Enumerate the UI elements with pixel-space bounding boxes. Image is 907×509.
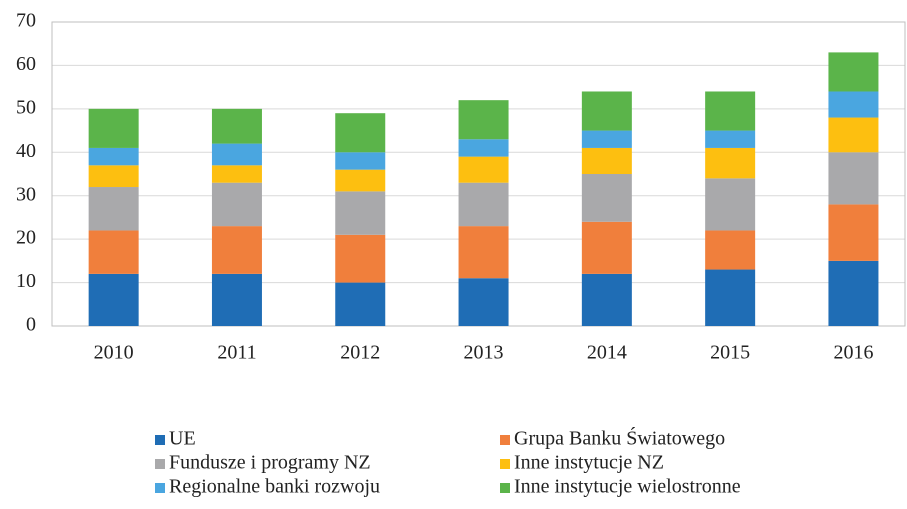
bar-segment <box>88 165 139 188</box>
bar-segment <box>335 152 386 170</box>
legend-swatch <box>155 459 165 469</box>
bar-segment <box>458 100 509 140</box>
y-tick-label: 40 <box>16 140 36 162</box>
bar-segment <box>705 269 756 326</box>
y-tick-label: 50 <box>16 96 36 118</box>
bar-segment <box>458 139 509 157</box>
bar-segment <box>705 230 756 270</box>
bar-segment <box>211 273 262 326</box>
y-tick-label: 0 <box>26 314 36 336</box>
legend-swatch <box>500 483 510 493</box>
bar-segment <box>828 91 879 118</box>
x-tick-label: 2012 <box>340 342 380 364</box>
legend-swatch <box>500 435 510 445</box>
bar-segment <box>211 143 262 166</box>
x-tick-label: 2014 <box>587 342 627 364</box>
bar-segment <box>828 260 879 326</box>
x-tick-label: 2010 <box>94 342 134 364</box>
bar-segment <box>458 182 509 227</box>
legend-swatch <box>155 435 165 445</box>
bar-segment <box>828 204 879 261</box>
bar-segment <box>581 221 632 274</box>
legend-label: Grupa Banku Światowego <box>514 426 725 450</box>
bar-segment <box>88 230 139 274</box>
legend-label: Inne instytucje NZ <box>514 452 664 474</box>
bar-segment <box>581 273 632 326</box>
bar-segment <box>581 91 632 131</box>
legend-label: UE <box>169 428 196 450</box>
x-tick-label: 2016 <box>833 342 873 364</box>
bar-segment <box>335 234 386 283</box>
bar-segment <box>335 169 386 192</box>
bar-segment <box>458 156 509 183</box>
bar-segment <box>705 147 756 179</box>
y-tick-label: 20 <box>16 227 36 249</box>
bar-segment <box>458 278 509 326</box>
legend-label: Fundusze i programy NZ <box>169 452 371 474</box>
legend-swatch <box>155 483 165 493</box>
bar-segment <box>88 108 139 148</box>
bar-segment <box>705 91 756 131</box>
x-tick-label: 2011 <box>217 342 256 364</box>
bar-segment <box>828 52 879 92</box>
bar-segment <box>211 108 262 144</box>
bar-segment <box>581 174 632 222</box>
legend-swatch <box>500 459 510 469</box>
bar-segment <box>335 191 386 235</box>
bar-segment <box>88 273 139 326</box>
y-tick-label: 10 <box>16 270 36 292</box>
x-tick-label: 2013 <box>464 342 504 364</box>
y-tick-label: 60 <box>16 53 36 75</box>
bar-segment <box>828 152 879 205</box>
bar-segment <box>828 117 879 153</box>
y-tick-label: 70 <box>16 10 36 32</box>
bar-segment <box>211 182 262 227</box>
bar-segment <box>705 130 756 148</box>
bar-segment <box>335 282 386 326</box>
bar-segment <box>705 178 756 231</box>
y-tick-label: 30 <box>16 183 36 205</box>
legend-label: Regionalne banki rozwoju <box>169 476 380 498</box>
bar-segment <box>581 147 632 174</box>
bar-segment <box>88 147 139 166</box>
bar-segment <box>88 187 139 231</box>
bar-segment <box>581 130 632 148</box>
bar-segment <box>335 113 386 153</box>
legend-label: Inne instytucje wielostronne <box>514 476 741 498</box>
x-tick-label: 2015 <box>710 342 750 364</box>
bar-segment <box>211 165 262 183</box>
bar-segment <box>211 226 262 274</box>
bar-segment <box>458 226 509 279</box>
